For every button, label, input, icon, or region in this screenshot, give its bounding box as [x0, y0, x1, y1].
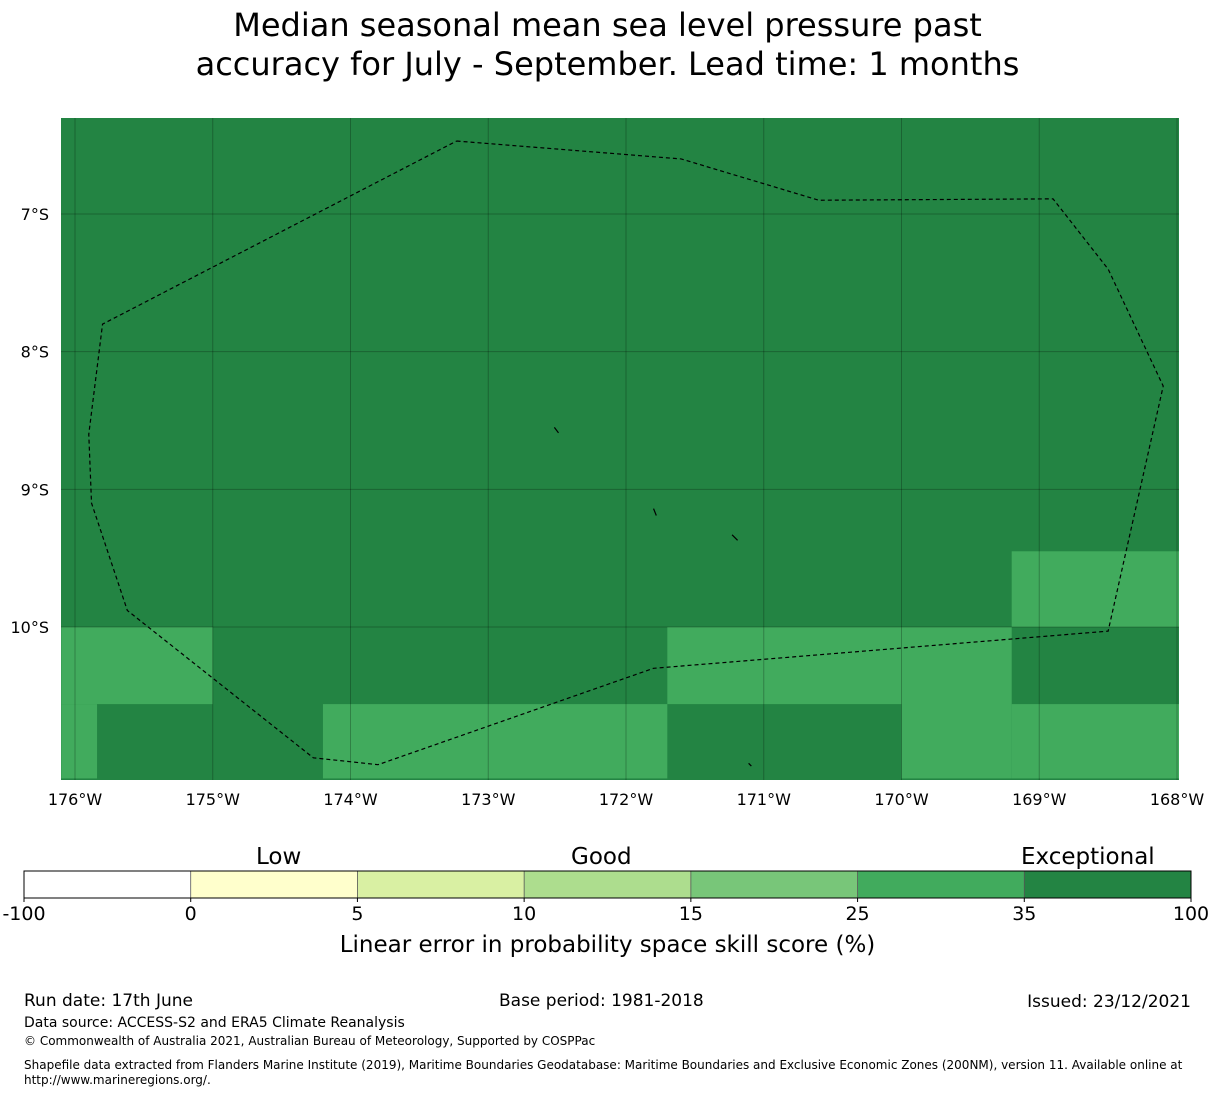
colorbar-tick-label: 0: [185, 903, 197, 925]
skill-cell-3: [322, 704, 668, 779]
colorbar-tick-label: 10: [512, 903, 536, 925]
island-outline: [553, 427, 559, 434]
lon-tick-label: 169°W: [1012, 790, 1067, 809]
map-title: Median seasonal mean sea level pressure …: [0, 6, 1215, 84]
base-period: Base period: 1981-2018: [499, 991, 704, 1011]
skill-cell-2: [61, 704, 98, 779]
lon-tick-label: 170°W: [874, 790, 929, 809]
lon-tick-label: 171°W: [737, 790, 792, 809]
map-title-line-2: accuracy for July - September. Lead time…: [195, 45, 1020, 83]
shapefile-credit-line-2: http://www.marineregions.org/.: [24, 1073, 211, 1087]
skill-cell-6: [1011, 704, 1179, 779]
shapefile-credit-line-1: Shapefile data extracted from Flanders M…: [24, 1058, 1183, 1072]
legend-low-label: Low: [256, 844, 302, 870]
colorbar-segment-0-5: [190, 871, 358, 898]
skill-cell-5: [901, 627, 1012, 779]
legend-exceptional-label: Exceptional: [1021, 844, 1155, 870]
colorbar-tick-label: 100: [1173, 903, 1209, 925]
colorbar-tick-label: 5: [351, 903, 363, 925]
map-plot-area: [61, 118, 1179, 780]
colorbar-tick-label: -100: [2, 903, 45, 925]
lon-tick-label: 168°W: [1150, 790, 1205, 809]
colorbar-outline: [23, 870, 1192, 899]
lon-tick-label: 174°W: [323, 790, 378, 809]
island-outline: [748, 762, 752, 767]
lon-tick-label: 175°W: [186, 790, 241, 809]
colorbar-segment-5-10: [357, 871, 525, 898]
copyright-notice: © Commonwealth of Australia 2021, Austra…: [24, 1034, 596, 1048]
skill-cell-4: [667, 627, 902, 705]
lon-tick-label: 173°W: [461, 790, 516, 809]
eez-boundary: [88, 140, 1164, 766]
lat-tick-label: 8°S: [21, 343, 49, 362]
colorbar-axis-label: Linear error in probability space skill …: [339, 932, 876, 958]
lat-tick-label: 7°S: [21, 205, 49, 224]
skill-cell-1: [61, 627, 213, 705]
colorbar-segment-15-25: [690, 871, 858, 898]
colorbar-segment-35-100: [1024, 871, 1191, 898]
lon-tick-label: 176°W: [48, 790, 103, 809]
legend-good-label: Good: [571, 844, 632, 870]
colorbar-segment--100-0: [24, 871, 191, 898]
issued-date: Issued: 23/12/2021: [1027, 992, 1191, 1012]
lat-tick-label: 10°S: [10, 618, 49, 637]
data-source: Data source: ACCESS-S2 and ERA5 Climate …: [24, 1015, 405, 1031]
lat-tick-label: 9°S: [21, 480, 49, 499]
island-outline: [731, 534, 739, 541]
colorbar-tick-label: 35: [1012, 903, 1036, 925]
map-title-line-1: Median seasonal mean sea level pressure …: [233, 6, 982, 44]
skill-cell-7: [1011, 551, 1179, 628]
run-date: Run date: 17th June: [24, 991, 193, 1011]
colorbar-tick-label: 25: [845, 903, 869, 925]
lon-tick-label: 172°W: [599, 790, 654, 809]
island-outline: [652, 508, 657, 516]
colorbar-segment-25-35: [857, 871, 1025, 898]
colorbar-segment-10-15: [524, 871, 691, 898]
colorbar-tick-label: 15: [679, 903, 703, 925]
